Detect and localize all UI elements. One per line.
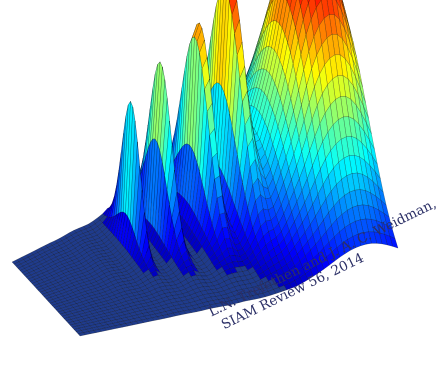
surface-facet (77, 332, 86, 337)
surface-mesh (11, 0, 399, 337)
